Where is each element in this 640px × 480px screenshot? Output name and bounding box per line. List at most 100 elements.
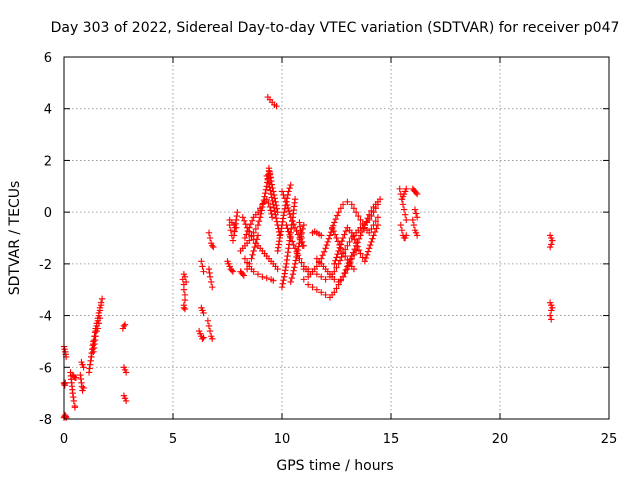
data-point (281, 205, 289, 212)
data-point (403, 185, 410, 193)
data-point (281, 195, 289, 202)
data-point (180, 286, 188, 293)
data-point (299, 242, 306, 249)
data-point (249, 217, 256, 224)
y-tick-label: -6 (39, 361, 52, 376)
data-point (370, 232, 377, 239)
data-point (355, 212, 362, 220)
data-point (234, 208, 241, 216)
data-point (398, 227, 406, 234)
data-point (304, 281, 312, 288)
y-tick-labels: -8 -6 -4 -2 0 2 4 6 (39, 51, 52, 428)
data-point (342, 252, 349, 260)
data-point (322, 276, 329, 283)
data-point (357, 224, 364, 231)
data-point (97, 302, 105, 309)
data-point (198, 258, 205, 265)
data-point (324, 238, 331, 246)
data-point (265, 199, 272, 207)
data-point (263, 172, 270, 180)
data-point (293, 253, 300, 261)
data-point (335, 208, 342, 216)
data-point (243, 224, 251, 231)
data-point (363, 251, 371, 259)
data-point (94, 325, 101, 332)
data-point (355, 235, 363, 243)
data-point (350, 265, 358, 273)
axis-ticks (63, 56, 610, 420)
data-point (288, 238, 296, 245)
data-point (326, 232, 334, 239)
data-point (328, 224, 336, 231)
data-point (241, 217, 248, 224)
data-point (205, 229, 213, 237)
data-point (331, 289, 338, 296)
data-point (273, 102, 280, 110)
data-point (344, 256, 351, 264)
data-point (350, 233, 357, 240)
data-point (346, 238, 353, 246)
data-point (296, 239, 303, 247)
data-point (210, 243, 217, 251)
data-point (309, 283, 316, 291)
data-point (348, 229, 355, 237)
data-point (357, 250, 364, 257)
y-tick-label: 2 (44, 154, 52, 169)
x-tick-label: 25 (601, 432, 618, 447)
data-point (267, 207, 274, 214)
data-point (333, 264, 340, 271)
data-point (243, 231, 250, 238)
data-point (263, 196, 270, 203)
data-point (248, 232, 255, 239)
y-axis-title: SDTVAR / TECUs (7, 181, 23, 296)
data-point (337, 205, 345, 212)
data-point (273, 205, 281, 212)
data-point (252, 239, 260, 247)
data-point (333, 285, 340, 292)
data-point (372, 217, 379, 225)
data-point (318, 273, 325, 280)
data-point (396, 185, 403, 193)
data-point (284, 201, 291, 209)
data-point (241, 234, 249, 242)
data-point (285, 207, 293, 215)
data-point (371, 228, 379, 236)
data-point (206, 234, 214, 242)
data-point (284, 204, 292, 212)
data-point (397, 221, 405, 229)
data-point (344, 242, 351, 249)
data-point (333, 234, 340, 242)
data-point (246, 237, 253, 244)
data-point (181, 305, 189, 313)
data-point (242, 221, 249, 228)
data-point (372, 205, 379, 212)
data-point (344, 198, 351, 205)
data-point (267, 177, 275, 185)
data-point (284, 225, 291, 232)
x-tick-labels: 0 5 10 15 20 25 (60, 432, 617, 447)
data-point (374, 201, 382, 208)
data-point (342, 266, 350, 274)
data-point (364, 248, 372, 255)
data-point (412, 210, 420, 217)
data-point (411, 206, 419, 213)
data-point (92, 333, 99, 340)
data-point (255, 217, 263, 225)
data-point (278, 283, 286, 291)
data-point (410, 221, 418, 229)
data-point (291, 196, 299, 203)
data-point (240, 272, 248, 279)
data-point (206, 273, 214, 280)
data-point (122, 397, 130, 405)
data-point (287, 234, 294, 242)
data-point (199, 335, 206, 343)
data-point (342, 269, 349, 277)
data-point (180, 304, 188, 312)
chart-title: Day 303 of 2022, Sidereal Day-to-day VTE… (51, 20, 620, 36)
data-point (401, 211, 409, 218)
data-point (285, 188, 292, 195)
data-point (357, 216, 364, 224)
data-point (548, 307, 555, 314)
data-point (207, 278, 215, 286)
data-point (199, 263, 206, 270)
